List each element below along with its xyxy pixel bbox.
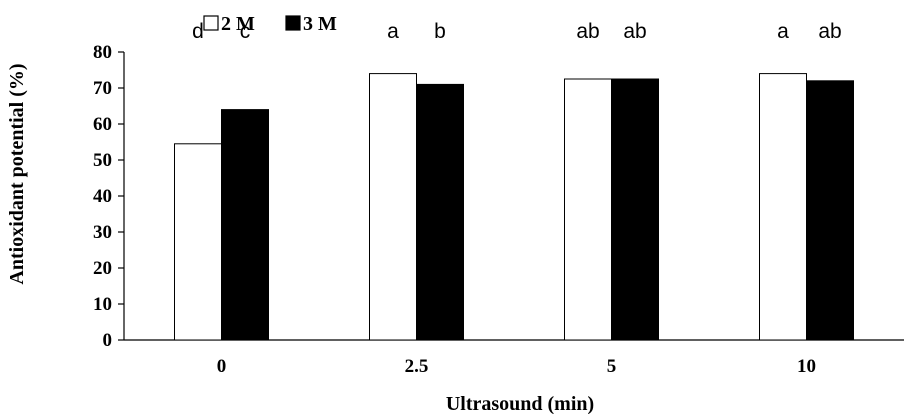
y-tick-label: 0 bbox=[103, 330, 113, 351]
bar-2m bbox=[174, 143, 222, 341]
significance-letter: ab bbox=[818, 20, 841, 43]
x-axis-label: Ultrasound (min) bbox=[446, 393, 594, 414]
y-tick-label: 60 bbox=[93, 114, 112, 135]
y-axis: 0 10 20 30 40 50 60 70 80 bbox=[93, 42, 125, 351]
bar-2m bbox=[759, 73, 807, 341]
legend-label: 3 M bbox=[303, 13, 337, 35]
x-axis: 0 2.5 5 10 bbox=[124, 339, 904, 377]
legend-swatch bbox=[285, 15, 301, 31]
bar-2m bbox=[564, 78, 612, 341]
legend-swatch bbox=[203, 15, 219, 31]
x-tick-label: 2.5 bbox=[405, 356, 429, 377]
bars bbox=[174, 73, 854, 341]
y-tick-label: 20 bbox=[93, 258, 112, 279]
significance-letter: ab bbox=[623, 20, 646, 43]
significance-letter: d bbox=[192, 20, 204, 43]
y-tick-label: 80 bbox=[93, 42, 112, 63]
bar-2m bbox=[369, 73, 417, 341]
y-tick-label: 30 bbox=[93, 222, 112, 243]
legend: 2 M 3 M bbox=[203, 13, 337, 35]
y-tick-label: 50 bbox=[93, 150, 112, 171]
bar-3m bbox=[221, 109, 269, 341]
significance-letter: ab bbox=[576, 20, 599, 43]
significance-letter: c bbox=[240, 20, 251, 43]
significance-letter: a bbox=[387, 20, 399, 43]
significance-letter: a bbox=[777, 20, 789, 43]
y-tick-label: 40 bbox=[93, 186, 112, 207]
bar-3m bbox=[611, 78, 659, 341]
x-tick-label: 5 bbox=[607, 356, 617, 377]
bar-3m bbox=[416, 83, 464, 341]
bar-3m bbox=[806, 80, 854, 341]
y-tick-label: 10 bbox=[93, 294, 112, 315]
y-axis-label: Antioxidant potential (%) bbox=[6, 63, 28, 284]
annotations: d c a b ab ab a ab bbox=[192, 20, 842, 43]
y-tick-label: 70 bbox=[93, 78, 112, 99]
legend-label: 2 M bbox=[221, 13, 255, 35]
x-tick-label: 10 bbox=[797, 356, 816, 377]
x-tick-label: 0 bbox=[217, 356, 227, 377]
significance-letter: b bbox=[434, 20, 446, 43]
